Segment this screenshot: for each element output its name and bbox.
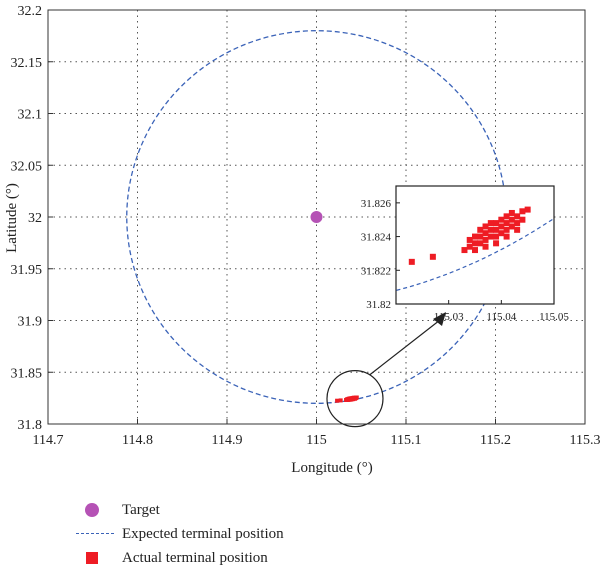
legend-item-actual: Actual terminal position: [76, 546, 284, 570]
x-axis-label: Longitude (°): [291, 460, 372, 476]
inset-actual-point: [498, 223, 505, 230]
inset-x-tick-label: 115.03: [434, 311, 464, 323]
inset-y-tick-label: 31.82: [366, 299, 391, 311]
target-point: [310, 211, 323, 223]
inset-actual-point: [498, 230, 505, 237]
x-tick-label: 114.7: [33, 433, 64, 448]
inset-actual-point: [472, 233, 478, 240]
zoom-arrow-head: [433, 312, 446, 326]
inset-x-tick-label: 115.05: [539, 311, 569, 323]
target-marker: [310, 211, 323, 223]
y-tick-label: 32.05: [11, 159, 43, 174]
inset-actual-point: [472, 240, 478, 247]
inset-actual-point: [503, 233, 510, 240]
inset-actual-point: [482, 230, 489, 237]
inset-actual-point: [508, 216, 515, 223]
inset-expected-arc: [396, 217, 554, 292]
legend-label: Expected terminal position: [122, 525, 284, 542]
inset-actual-point: [466, 243, 473, 250]
inset-actual-point: [519, 208, 526, 215]
inset-zoom: 115.03 115.04 115.05 31.82 31.822 31.824 31.82…: [361, 185, 569, 323]
legend-expected-swatch: [76, 524, 116, 544]
inset-actual-point: [472, 247, 478, 254]
zoom-arrow-line: [369, 319, 441, 376]
inset-y-tick-label: 31.824: [361, 232, 392, 244]
inset-actual-point: [477, 226, 484, 233]
legend-item-expected: Expected terminal position: [76, 522, 284, 546]
inset-actual-point: [482, 223, 489, 230]
actual-position-point: [338, 398, 343, 403]
legend-label: Actual terminal position: [122, 549, 268, 566]
inset-actual-point: [482, 243, 489, 250]
inset-actual-point: [514, 220, 521, 227]
y-tick-label: 31.95: [11, 263, 43, 278]
y-axis-ticks: 31.8 31.85 31.9 31.95 32 32.05 32.1 32.15 32.2: [11, 4, 53, 433]
inset-actual-point: [477, 240, 484, 247]
inset-actual-point: [477, 233, 484, 240]
zoom-indicator: [326, 312, 446, 428]
inset-actual-point: [408, 258, 415, 265]
x-tick-label: 115: [306, 433, 326, 448]
inset-actual-point: [524, 206, 531, 213]
inset-actual-point: [466, 236, 473, 243]
inset-actual-point: [508, 223, 515, 230]
inset-actual-point: [487, 233, 494, 240]
inset-actual-point: [493, 240, 500, 247]
legend-item-target: Target: [76, 498, 284, 522]
x-axis-ticks: 114.7 114.8 114.9 115 115.1 115.2 115.3: [33, 419, 600, 448]
legend-label: Target: [122, 501, 160, 518]
inset-actual-point: [493, 226, 500, 233]
inset-actual-point: [503, 226, 510, 233]
inset-actual-point: [514, 213, 521, 220]
zoom-circle: [326, 370, 384, 428]
actual-position-point: [335, 398, 340, 403]
inset-actual-point: [508, 209, 515, 216]
inset-plot: [396, 206, 554, 292]
inset-actual-point: [493, 233, 500, 240]
inset-actual-point: [429, 253, 436, 260]
x-tick-label: 115.3: [570, 433, 600, 448]
inset-actual-point: [487, 226, 494, 233]
x-tick-label: 114.8: [122, 433, 153, 448]
inset-actual-point: [493, 220, 500, 227]
inset-actual-point: [498, 216, 505, 223]
inset-actual-point: [514, 226, 521, 233]
y-tick-label: 32.1: [18, 108, 43, 123]
inset-actual-point: [503, 213, 510, 220]
x-tick-label: 115.2: [480, 433, 511, 448]
legend-actual-swatch: [76, 548, 116, 568]
y-axis-label: Latitude (°): [4, 183, 20, 253]
inset-actual-point: [487, 220, 494, 227]
y-tick-label: 32.2: [18, 4, 43, 19]
inset-y-tick-label: 31.826: [361, 198, 392, 210]
y-tick-label: 31.9: [18, 315, 43, 330]
grid: [48, 10, 585, 424]
legend-target-swatch: [76, 500, 116, 520]
x-tick-label: 115.1: [391, 433, 422, 448]
y-tick-label: 32.15: [11, 56, 43, 71]
inset-x-tick-label: 115.04: [486, 311, 516, 323]
actual-positions: [335, 395, 359, 403]
y-tick-label: 32: [28, 211, 42, 226]
inset-actual-point: [482, 236, 489, 243]
inset-actual-point: [503, 220, 510, 227]
inset-actual-point: [519, 216, 526, 223]
inset-y-tick-label: 31.822: [361, 265, 391, 277]
y-tick-label: 31.8: [18, 418, 43, 433]
y-tick-label: 31.85: [11, 366, 43, 381]
legend: Target Expected terminal position Actual…: [76, 498, 284, 570]
x-tick-label: 114.9: [212, 433, 243, 448]
inset-actual-point: [461, 247, 468, 254]
actual-position-point: [352, 396, 357, 401]
